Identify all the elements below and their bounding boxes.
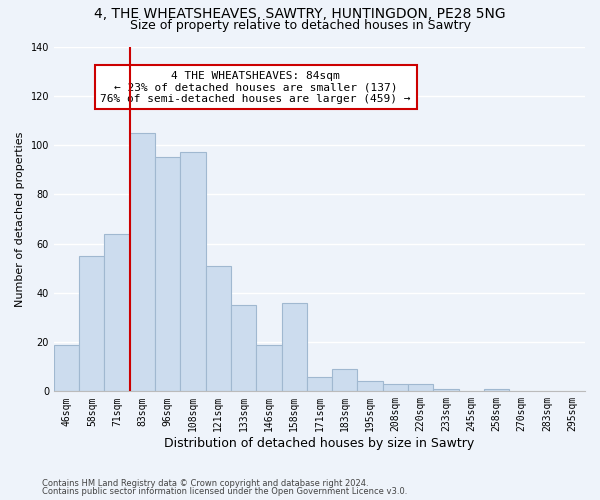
Bar bbox=[79, 256, 104, 392]
Bar bbox=[256, 344, 281, 392]
Bar bbox=[155, 158, 181, 392]
Bar bbox=[130, 132, 155, 392]
Text: 4 THE WHEATSHEAVES: 84sqm
← 23% of detached houses are smaller (137)
76% of semi: 4 THE WHEATSHEAVES: 84sqm ← 23% of detac… bbox=[100, 70, 411, 104]
Bar bbox=[358, 382, 383, 392]
Y-axis label: Number of detached properties: Number of detached properties bbox=[15, 131, 25, 306]
Bar bbox=[281, 302, 307, 392]
Bar bbox=[54, 344, 79, 392]
Bar bbox=[231, 305, 256, 392]
Bar bbox=[433, 389, 458, 392]
X-axis label: Distribution of detached houses by size in Sawtry: Distribution of detached houses by size … bbox=[164, 437, 475, 450]
Bar bbox=[206, 266, 231, 392]
Text: 4, THE WHEATSHEAVES, SAWTRY, HUNTINGDON, PE28 5NG: 4, THE WHEATSHEAVES, SAWTRY, HUNTINGDON,… bbox=[94, 8, 506, 22]
Bar bbox=[307, 376, 332, 392]
Bar bbox=[484, 389, 509, 392]
Text: Contains public sector information licensed under the Open Government Licence v3: Contains public sector information licen… bbox=[42, 487, 407, 496]
Bar bbox=[332, 369, 358, 392]
Bar bbox=[383, 384, 408, 392]
Text: Size of property relative to detached houses in Sawtry: Size of property relative to detached ho… bbox=[130, 19, 470, 32]
Bar bbox=[104, 234, 130, 392]
Text: Contains HM Land Registry data © Crown copyright and database right 2024.: Contains HM Land Registry data © Crown c… bbox=[42, 478, 368, 488]
Bar bbox=[181, 152, 206, 392]
Bar bbox=[408, 384, 433, 392]
